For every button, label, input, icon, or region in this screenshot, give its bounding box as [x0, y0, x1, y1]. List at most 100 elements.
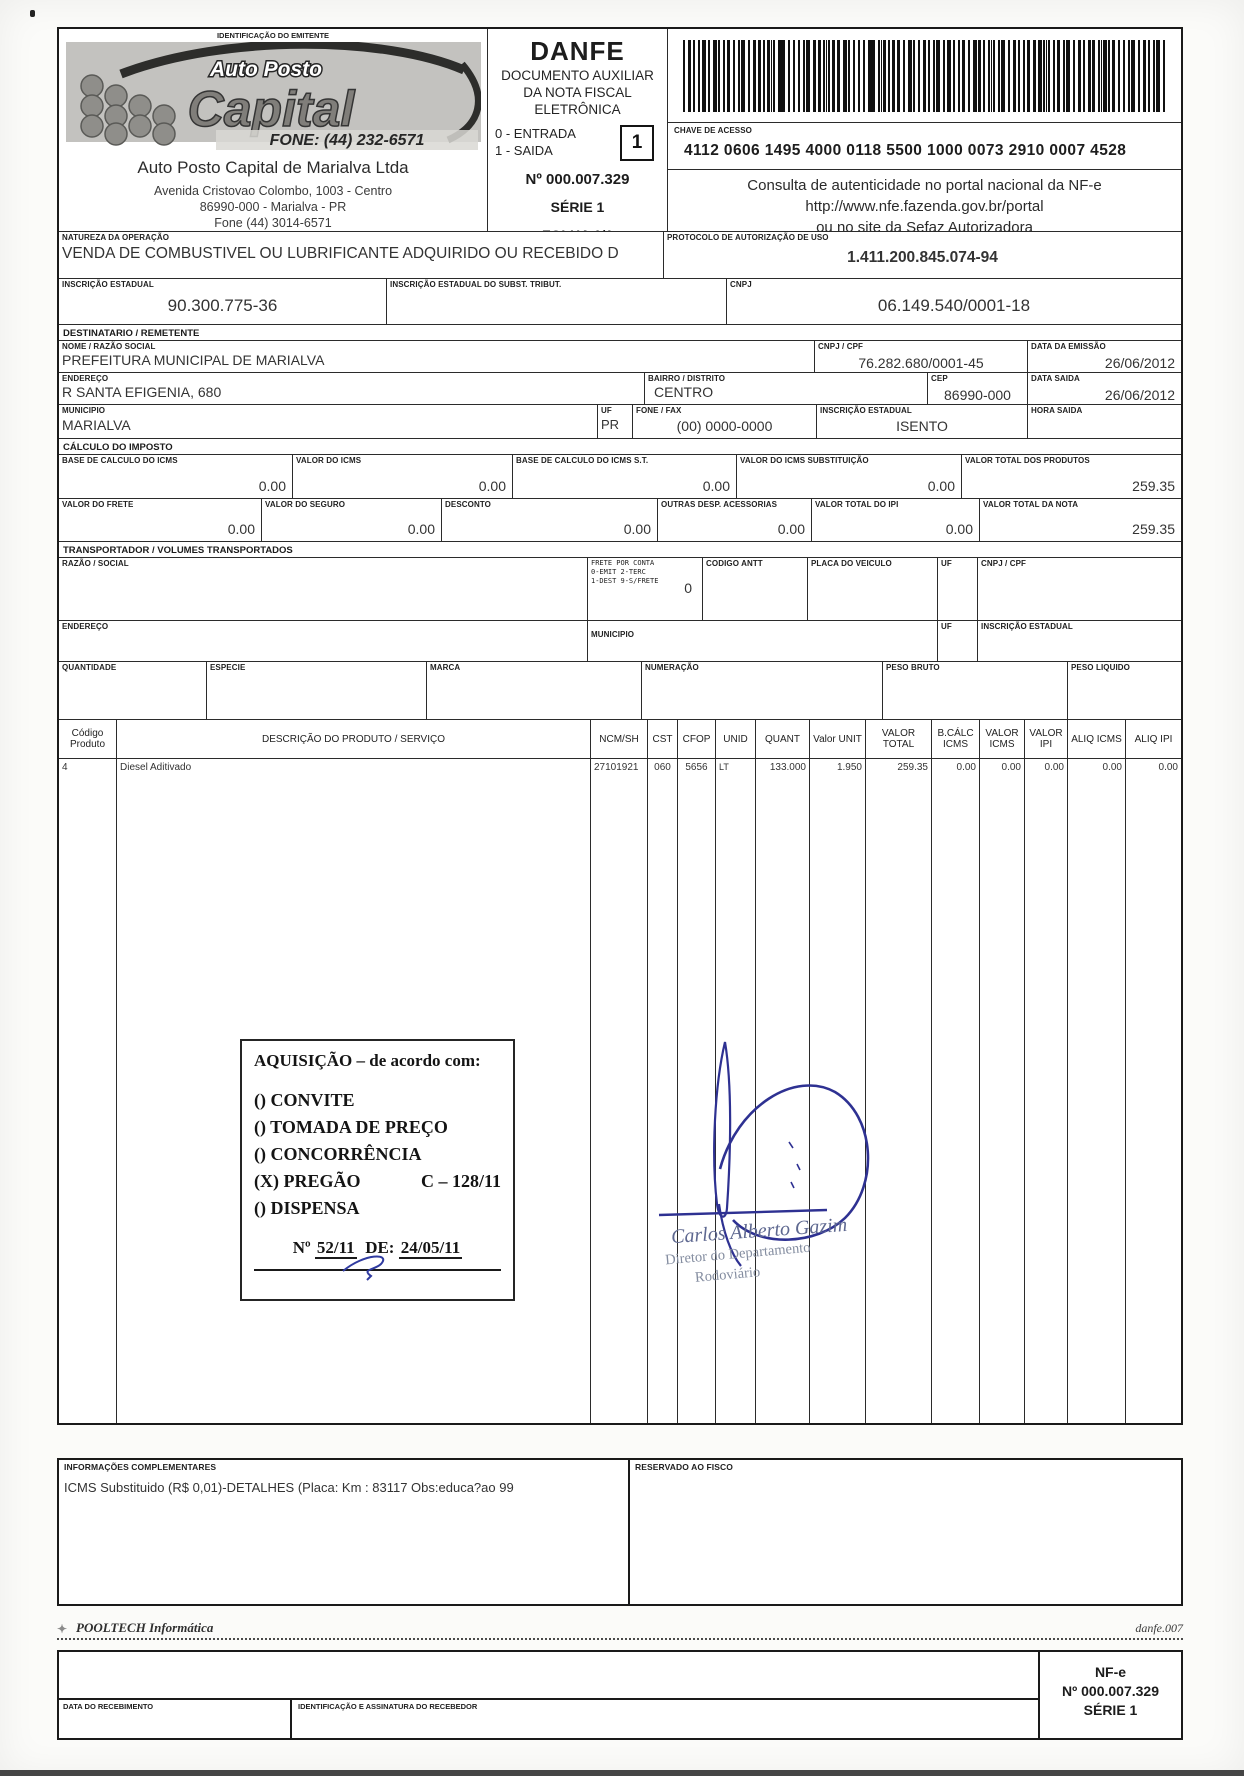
municipio-label: MUNICIPIO	[62, 406, 106, 415]
especie-label: ESPECIE	[210, 663, 246, 672]
col-header-codigo: Código Produto	[59, 720, 117, 758]
base-icms-st-value: 0.00	[702, 478, 730, 494]
produtos-body: 4 Diesel Aditivado 27101921 060 5656 LT	[59, 759, 1181, 1423]
emitter-address-line3: Fone (44) 3014-6571	[214, 216, 332, 230]
produto-cst: 060	[654, 762, 671, 773]
logo-phone-text: FONE: (44) 232-6571	[269, 132, 424, 149]
stamp-de-label: DE:	[365, 1238, 395, 1257]
produto-unid-cell: LT	[716, 759, 756, 1423]
header-row: IDENTIFICAÇÃO DO EMITENTE Auto Posto Cap	[59, 29, 1181, 232]
valor-icms-field: VALOR DO ICMS 0.00	[293, 455, 513, 498]
col-header-unid: UNID	[716, 720, 756, 758]
produtos-header-row: Código Produto DESCRIÇÃO DO PRODUTO / SE…	[59, 720, 1181, 759]
valor-total-ipi-label: VALOR TOTAL DO IPI	[815, 500, 899, 509]
data-saida-field: DATA SAIDA 26/06/2012	[1028, 373, 1181, 404]
stamp-option-pregao: (X) PREGÃO C – 128/11	[254, 1168, 501, 1195]
marca-field: MARCA	[427, 662, 642, 719]
scan-bottom-edge	[0, 1770, 1244, 1776]
frete-conta-label: FRETE POR CONTA	[591, 559, 655, 567]
complementares-block: INFORMAÇÕES COMPLEMENTARES ICMS Substitu…	[57, 1458, 1183, 1606]
scan-speck	[30, 10, 35, 17]
col-header-valor-icms: VALOR ICMS	[980, 720, 1025, 758]
authenticity-line1: Consulta de autenticidade no portal naci…	[747, 177, 1102, 194]
cnpj-field: CNPJ 06.149.540/0001-18	[727, 279, 1181, 324]
informacoes-complementares-field: INFORMAÇÕES COMPLEMENTARES ICMS Substitu…	[59, 1460, 630, 1604]
transp-uf2-label: UF	[941, 622, 952, 631]
stamp-title: AQUISIÇÃO – de acordo com:	[254, 1051, 481, 1070]
peso-bruto-label: PESO BRUTO	[886, 663, 940, 672]
quantidade-field: QUANTIDADE	[59, 662, 207, 719]
fiscal-row: INSCRIÇÃO ESTADUAL 90.300.775-36 INSCRIÇ…	[59, 279, 1181, 325]
peso-liquido-label: PESO LIQUIDO	[1071, 663, 1130, 672]
produto-quant: 133.000	[769, 762, 806, 773]
receipt-bottom-row: DATA DO RECEBIMENTO IDENTIFICAÇÃO E ASSI…	[59, 1700, 1038, 1738]
data-emissao-label: DATA DA EMISSÃO	[1031, 342, 1106, 351]
tipo-operacao-box: 1	[620, 125, 654, 161]
data-saida-value: 26/06/2012	[1104, 387, 1175, 403]
produto-ncm: 27101921	[594, 762, 639, 773]
produto-valor-unit-cell: 1.950	[810, 759, 866, 1423]
codigo-antt-label: CODIGO ANTT	[706, 559, 763, 568]
col-header-bcalc-icms: B.CÁLC ICMS	[932, 720, 980, 758]
produto-valor-ipi: 0.00	[1044, 762, 1064, 773]
frete-conta-value: 0	[684, 580, 692, 596]
produto-cfop-cell: 5656	[678, 759, 716, 1423]
outras-despesas-label: OUTRAS DESP. ACESSORIAS	[661, 500, 778, 509]
uf-field: UF PR	[598, 405, 633, 438]
bairro-value: CENTRO	[654, 384, 714, 400]
transportador-row3: QUANTIDADE ESPECIE MARCA NUMERAÇÃO PESO …	[59, 662, 1181, 720]
placa-veiculo-label: PLACA DO VEICULO	[811, 559, 892, 568]
valor-icms-subst-label: VALOR DO ICMS SUBSTITUIÇÃO	[740, 456, 869, 465]
transp-uf-label: UF	[941, 559, 952, 568]
desconto-label: DESCONTO	[445, 500, 491, 509]
emitter-address-line1: Avenida Cristovao Colombo, 1003 - Centro	[153, 184, 393, 198]
col-header-quant: QUANT	[756, 720, 810, 758]
uf-value: PR	[601, 417, 620, 432]
natureza-row: NATUREZA DA OPERAÇÃO VENDA DE COMBUSTIVE…	[59, 232, 1181, 279]
transp-cnpj-label: CNPJ / CPF	[981, 559, 1027, 568]
destinatario-ie-value: ISENTO	[896, 418, 948, 434]
destinatario-nome-value: PREFEITURA MUNICIPAL DE MARIALVA	[62, 352, 325, 368]
transp-municipio-label: MUNICIPIO	[591, 630, 635, 639]
stamp-num-value: 52/11	[314, 1238, 357, 1259]
nfe-folha: FOLHA 1/1	[491, 227, 664, 231]
cut-line	[57, 1638, 1183, 1640]
numeracao-label: NUMERAÇÃO	[645, 663, 699, 672]
receipt-blank-area	[59, 1652, 1038, 1700]
transp-uf2-field: UF	[938, 621, 978, 661]
entrada-saida-block: 0 - ENTRADA 1 - SAIDA 1	[495, 125, 662, 161]
valor-total-ipi-value: 0.00	[945, 521, 973, 537]
cep-field: CEP 86990-000	[928, 373, 1028, 404]
danfe-sheet: IDENTIFICAÇÃO DO EMITENTE Auto Posto Cap	[57, 27, 1183, 1740]
access-key-strip: CHAVE DE ACESSO 4112 0606 1495 4000 0118…	[668, 123, 1181, 170]
produto-descricao: Diesel Aditivado	[120, 762, 192, 773]
produto-ncm-cell: 27101921	[591, 759, 648, 1423]
col-header-ncm: NCM/SH	[591, 720, 648, 758]
destinatario-endereco-field: ENDEREÇO R SANTA EFIGENIA, 680	[59, 373, 645, 404]
barcode-key-box: CHAVE DE ACESSO 4112 0606 1495 4000 0118…	[668, 29, 1181, 231]
valor-total-nota-field: VALOR TOTAL DA NOTA 259.35	[980, 499, 1181, 541]
stamp-pregao-ref: C – 128/11	[420, 1171, 501, 1191]
produto-cfop: 5656	[685, 762, 708, 773]
produto-aliq-icms-cell: 0.00	[1068, 759, 1126, 1423]
produto-cst-cell: 060	[648, 759, 678, 1423]
stamp-option-tomada: () TOMADA DE PREÇO	[254, 1117, 448, 1137]
transp-cnpj-field: CNPJ / CPF	[978, 558, 1181, 620]
uf-label: UF	[601, 406, 612, 415]
transp-endereco-field: ENDEREÇO	[59, 621, 588, 661]
danfe-box: DANFE DOCUMENTO AUXILIAR DA NOTA FISCAL …	[488, 29, 668, 231]
quantidade-label: QUANTIDADE	[62, 663, 117, 672]
valor-total-nota-label: VALOR TOTAL DA NOTA	[983, 500, 1079, 509]
frete-conta-line1: 0-EMIT 2-TERC	[591, 568, 646, 576]
nfe-serie: SÉRIE 1	[550, 199, 605, 215]
produto-descricao-cell: Diesel Aditivado	[117, 759, 591, 1423]
receipt-nfe-title: NF-e	[1094, 1664, 1127, 1680]
stamp-num-label: Nº	[292, 1238, 311, 1257]
logo-swoosh-icon	[118, 42, 466, 79]
bairro-field: BAIRRO / DISTRITO CENTRO	[645, 373, 928, 404]
numeracao-field: NUMERAÇÃO	[642, 662, 883, 719]
authenticity-url: http://www.nfe.fazenda.gov.br/portal	[805, 198, 1044, 215]
logo-coins-icon	[79, 74, 176, 146]
cep-label: CEP	[931, 374, 948, 383]
